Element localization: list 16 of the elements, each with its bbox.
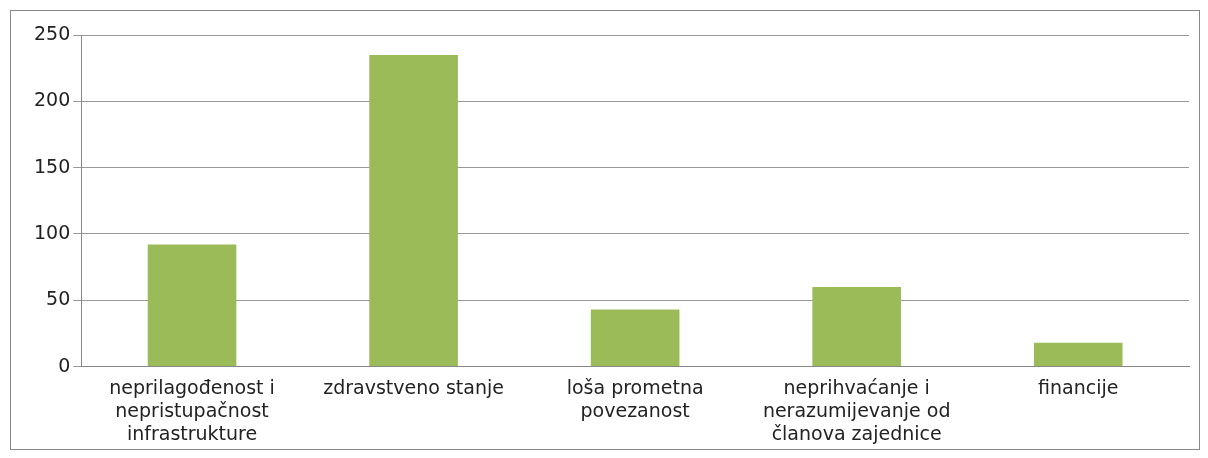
x-tick-label: financije [1038,375,1119,398]
y-tick-label: 0 [58,353,71,376]
y-tick-label: 150 [34,154,71,177]
bar [147,244,237,367]
x-tick-label: neprihvaćanje i nerazumijevanje od članova zajednice [762,375,951,444]
y-tick-label: 50 [46,287,71,310]
bar [1033,342,1123,367]
x-tick-label: loša prometna povezanost [566,375,704,421]
bar [369,54,458,367]
x-tick-label: zdravstveno stanje [323,375,504,398]
x-tick-label: neprilagođenost i nepristupačnost infrastrukture [109,375,275,444]
y-tick-label: 250 [34,21,71,44]
bar [812,287,901,367]
y-tick-label: 100 [34,220,71,243]
y-tick-label: 200 [34,88,71,111]
bar [590,309,680,367]
